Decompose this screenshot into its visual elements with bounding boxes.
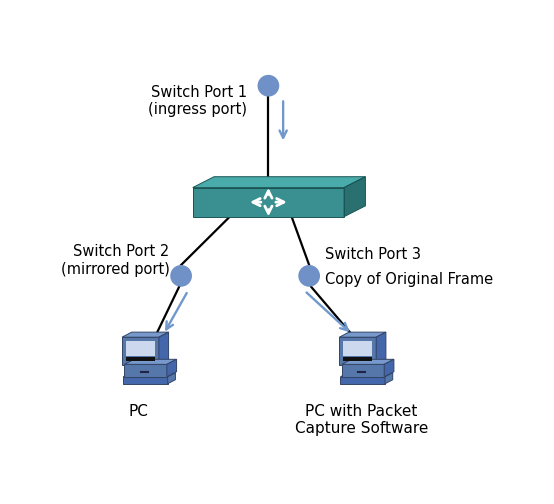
Polygon shape — [343, 357, 372, 361]
Text: Copy of Original Frame: Copy of Original Frame — [325, 272, 493, 287]
Polygon shape — [122, 332, 168, 337]
Polygon shape — [385, 373, 393, 384]
Polygon shape — [193, 187, 344, 217]
Polygon shape — [126, 341, 155, 356]
Polygon shape — [384, 359, 394, 377]
Polygon shape — [342, 359, 394, 364]
Polygon shape — [193, 177, 366, 187]
Polygon shape — [125, 364, 167, 377]
Polygon shape — [339, 332, 386, 337]
Polygon shape — [125, 359, 177, 364]
Circle shape — [258, 75, 279, 97]
Polygon shape — [167, 359, 177, 377]
Polygon shape — [341, 373, 393, 377]
Polygon shape — [168, 373, 176, 384]
Circle shape — [298, 265, 320, 287]
Text: PC with Packet
Capture Software: PC with Packet Capture Software — [295, 404, 428, 436]
Text: Switch Port 3: Switch Port 3 — [325, 247, 420, 262]
Polygon shape — [344, 177, 366, 217]
Polygon shape — [343, 341, 372, 356]
Polygon shape — [159, 332, 168, 365]
Polygon shape — [376, 332, 386, 365]
Polygon shape — [339, 337, 376, 365]
Polygon shape — [123, 377, 168, 384]
Polygon shape — [341, 377, 385, 384]
Polygon shape — [122, 337, 159, 365]
Polygon shape — [342, 364, 384, 377]
Text: Switch Port 2
(mirrored port): Switch Port 2 (mirrored port) — [60, 244, 170, 277]
Text: Switch Port 1
(ingress port): Switch Port 1 (ingress port) — [148, 85, 247, 117]
Polygon shape — [123, 373, 176, 377]
Text: PC: PC — [129, 404, 148, 419]
Circle shape — [170, 265, 192, 287]
Polygon shape — [126, 357, 155, 361]
